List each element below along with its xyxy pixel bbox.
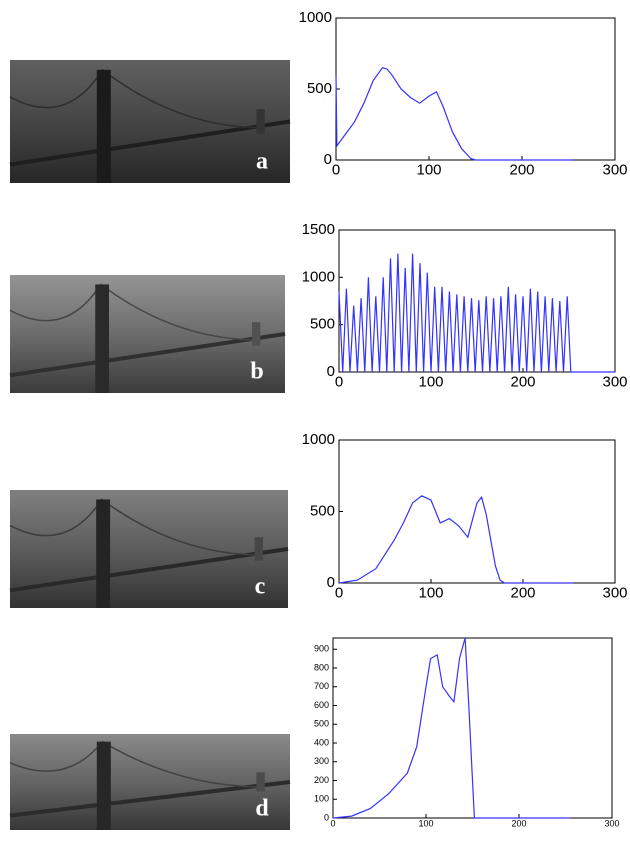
y-tick-label: 1000 [302,268,335,285]
x-tick-label: 200 [509,161,534,178]
x-tick-label: 300 [602,161,627,178]
y-tick-label: 900 [314,644,329,654]
panel-label: d [255,796,269,822]
y-tick-label: 0 [327,363,335,380]
x-tick-label: 100 [418,373,443,390]
plot-frame [335,17,616,161]
bridge-deck [9,119,291,167]
y-tick-label: 100 [314,794,329,804]
y-tick-label: 1000 [299,9,332,26]
y-tick-label: 400 [314,737,329,747]
y-tick-label: 0 [327,574,335,591]
bridge-deck [9,547,289,593]
x-tick-label: 200 [510,373,535,390]
bridge-tower [96,741,111,830]
bridge-tower [252,322,261,346]
plot-frame [338,229,616,373]
y-tick-label: 500 [310,316,335,333]
y-tick-label: 0 [324,151,332,168]
x-tick-label: 0 [335,584,343,601]
x-tick-label: 0 [330,819,335,829]
photo [9,734,291,830]
y-tick-label: 800 [314,662,329,672]
x-tick-label: 0 [335,373,343,390]
photo-bg [10,60,290,183]
y-tick-label: 1000 [302,431,335,448]
bridge-tower [96,69,111,183]
y-tick-label: 200 [314,775,329,785]
y-tick-label: 0 [324,812,329,822]
x-tick-label: 200 [511,819,526,829]
photo-bg [10,490,288,608]
y-tick-label: 700 [314,681,329,691]
histogram-line [338,495,574,584]
y-tick-label: 1500 [302,221,335,238]
panel-label: c [255,574,266,600]
y-tick-label: 300 [314,756,329,766]
photo-bg [10,734,290,830]
photo-bg [10,275,285,393]
photo [9,490,289,608]
panel-label: a [256,149,268,175]
x-tick-label: 200 [510,584,535,601]
bridge-tower [254,537,263,561]
photo [9,60,291,183]
bridge-tower [95,284,109,393]
x-tick-label: 300 [602,373,627,390]
panel-label: b [250,359,263,385]
bridge-tower [256,772,265,792]
bridge-deck [9,332,286,378]
bridge-tower [96,499,111,608]
y-tick-label: 600 [314,700,329,710]
histogram-line [332,637,571,819]
photo [9,275,286,393]
bridge-deck [9,780,291,818]
x-tick-label: 300 [602,584,627,601]
histogram-line [335,67,574,161]
y-tick-label: 500 [310,502,335,519]
bridge-tower [256,109,265,134]
histogram-line [338,253,615,373]
x-tick-label: 100 [418,584,443,601]
y-tick-label: 500 [307,80,332,97]
x-tick-label: 300 [604,819,619,829]
x-tick-label: 100 [416,161,441,178]
y-tick-label: 500 [314,719,329,729]
x-tick-label: 100 [418,819,433,829]
x-tick-label: 0 [332,161,340,178]
